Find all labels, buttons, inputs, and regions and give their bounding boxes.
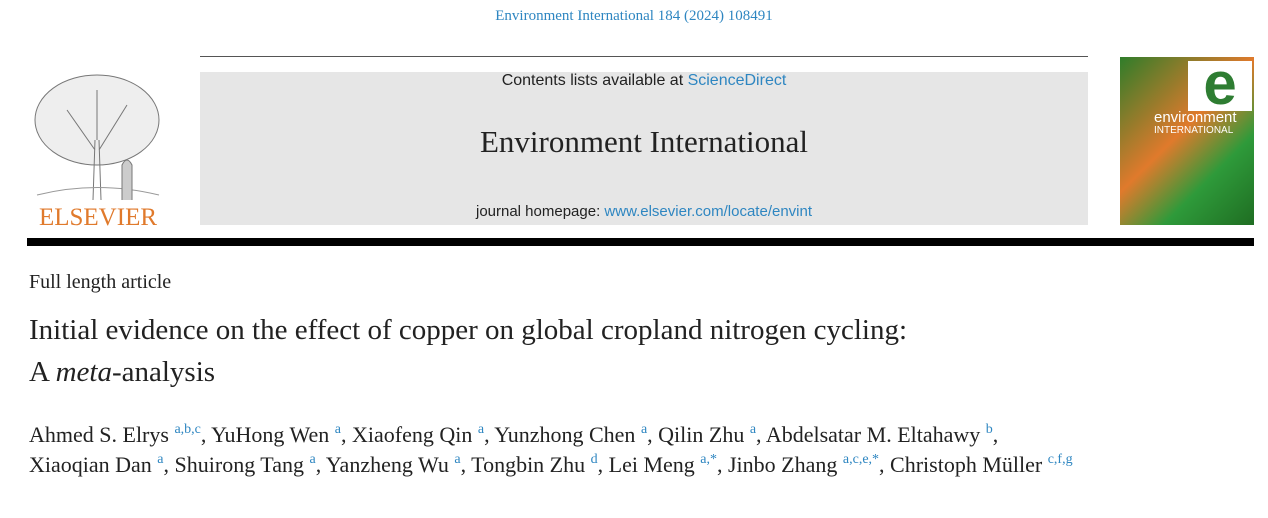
author-name[interactable]: Abdelsatar M. Eltahawy: [765, 422, 981, 447]
author-name[interactable]: Yunzhong Chen: [494, 422, 636, 447]
separator: ,: [879, 452, 885, 477]
author-name[interactable]: Ahmed S. Elrys: [29, 422, 169, 447]
publisher-logo: ELSEVIER: [34, 74, 160, 231]
sciencedirect-link[interactable]: ScienceDirect: [687, 72, 787, 89]
author-name[interactable]: Qilin Zhu: [658, 422, 745, 447]
homepage-line: journal homepage: www.elsevier.com/locat…: [200, 203, 1088, 220]
article-title: A meta-analysis: [29, 356, 215, 389]
author-list: Ahmed S. Elrys a,b,c, YuHong Wen a, Xiao…: [29, 420, 1079, 480]
author-name[interactable]: Jinbo Zhang: [728, 452, 838, 477]
author-name[interactable]: Xiaofeng Qin: [352, 422, 473, 447]
homepage-text: journal homepage:: [475, 203, 605, 220]
separator: ,: [460, 452, 467, 477]
separator: ,: [597, 452, 604, 477]
separator: ,: [717, 452, 723, 477]
separator: ,: [341, 422, 347, 447]
article-type: Full length article: [29, 271, 172, 293]
contents-line: Contents lists available at ScienceDirec…: [200, 72, 1088, 90]
title-part: -analysis: [111, 356, 216, 388]
author-name[interactable]: Shuirong Tang: [174, 452, 304, 477]
separator: ,: [315, 452, 322, 477]
affiliation-mark[interactable]: a,c,e,*: [842, 452, 880, 467]
cover-word: INTERNATIONAL: [1154, 125, 1234, 136]
affiliation-mark[interactable]: a: [309, 452, 316, 467]
affiliation-mark[interactable]: c,f,g: [1047, 452, 1073, 467]
title-part: meta: [55, 356, 112, 388]
author-name[interactable]: YuHong Wen: [211, 422, 330, 447]
article-title: Initial evidence on the effect of copper…: [29, 314, 908, 346]
separator: ,: [200, 422, 207, 447]
author-name[interactable]: Tongbin Zhu: [471, 452, 586, 477]
separator: ,: [647, 422, 653, 447]
journal-cover: e environment INTERNATIONAL: [1120, 54, 1254, 225]
affiliation-mark[interactable]: a: [477, 422, 485, 437]
affiliation-mark[interactable]: a,b,c: [174, 422, 201, 437]
affiliation-mark[interactable]: a,*: [700, 452, 717, 467]
separator: ,: [992, 422, 999, 447]
separator: ,: [756, 422, 762, 447]
contents-text: Contents lists available at: [501, 72, 688, 89]
title-part: A: [29, 356, 56, 388]
affiliation-mark[interactable]: d: [590, 452, 598, 467]
cover-word: environment: [1154, 109, 1237, 126]
separator: ,: [484, 422, 490, 447]
rule: [200, 56, 1088, 57]
affiliation-mark[interactable]: b: [985, 422, 993, 437]
author-name[interactable]: Xiaoqian Dan: [29, 452, 152, 477]
homepage-link[interactable]: www.elsevier.com/locate/envint: [604, 203, 813, 220]
author-name[interactable]: Yanzheng Wu: [325, 452, 449, 477]
rule: [27, 238, 1254, 246]
separator: ,: [163, 452, 170, 477]
affiliation-mark[interactable]: a: [640, 422, 648, 437]
journal-title: Environment International: [480, 124, 808, 159]
author-name[interactable]: Lei Meng: [608, 452, 695, 477]
author-name[interactable]: Christoph Müller: [890, 452, 1043, 477]
journal-banner: [200, 72, 1088, 225]
affiliation-mark[interactable]: a: [749, 422, 757, 437]
affiliation-mark[interactable]: a: [157, 452, 164, 467]
publisher-name: ELSEVIER: [39, 204, 157, 231]
affiliation-mark[interactable]: a: [334, 422, 342, 437]
citation: Environment International 184 (2024) 108…: [495, 8, 773, 24]
cover-letter: e: [1188, 54, 1252, 114]
affiliation-mark[interactable]: a: [454, 452, 461, 467]
